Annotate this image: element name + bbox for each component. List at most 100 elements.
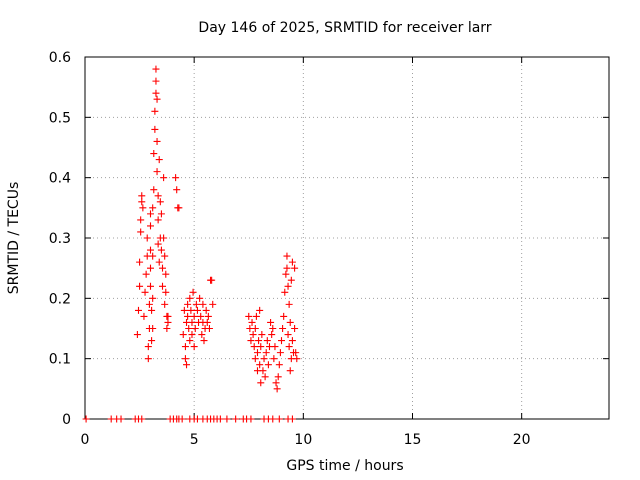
data-point [178, 415, 186, 423]
data-point [286, 367, 294, 375]
data-point [260, 355, 268, 363]
data-point [256, 306, 264, 314]
y-tick-label: 0 [62, 412, 71, 428]
y-axis-label: SRMTID / TECUs [6, 182, 22, 295]
data-point [271, 343, 279, 351]
data-point [281, 288, 289, 296]
data-point [275, 415, 283, 423]
y-tick-label: 0.2 [49, 291, 71, 307]
data-point [148, 306, 156, 314]
data-point [250, 343, 258, 351]
data-point [269, 415, 277, 423]
x-tick-label: 20 [513, 432, 531, 448]
data-point [136, 258, 144, 266]
data-point [139, 204, 147, 212]
data-point [205, 325, 213, 332]
data-point [147, 264, 154, 272]
data-point [160, 174, 168, 182]
data-point [147, 282, 154, 290]
data-point [145, 300, 153, 308]
data-point [151, 125, 159, 133]
data-point [156, 198, 164, 206]
data-point [189, 288, 197, 296]
data-point [138, 192, 146, 200]
data-point [181, 355, 189, 363]
data-point [188, 318, 196, 326]
data-point [149, 204, 157, 212]
data-point [255, 337, 263, 345]
data-point [284, 282, 292, 290]
data-point [269, 325, 277, 332]
data-point [293, 355, 301, 363]
data-point [142, 270, 150, 278]
data-point [204, 312, 212, 320]
data-point [82, 415, 90, 423]
data-point [287, 276, 295, 284]
data-point [257, 379, 265, 387]
data-point [280, 312, 288, 320]
data-point [153, 168, 161, 176]
data-point [157, 246, 165, 254]
data-point [159, 282, 167, 290]
data-point [276, 349, 284, 357]
data-point [154, 216, 162, 224]
data-point [190, 312, 198, 320]
data-point [192, 300, 200, 308]
data-point [133, 331, 141, 339]
plot-frame [84, 56, 610, 420]
ticks: 0 0.1 0.2 0.3 0.4 0.5 0.6 0 5 10 15 20 [49, 50, 609, 448]
data-point [172, 174, 180, 182]
data-point [262, 349, 270, 357]
grid [85, 57, 609, 419]
y-tick-label: 0.5 [49, 110, 71, 126]
data-point [268, 331, 276, 339]
data-point [185, 325, 193, 332]
data-point [173, 186, 181, 194]
data-point [161, 300, 169, 308]
data-point [147, 246, 154, 254]
data-point [247, 337, 255, 345]
data-point [152, 65, 160, 73]
data-point [283, 252, 291, 260]
data-point [140, 312, 148, 320]
data-point [288, 337, 296, 345]
data-point [279, 325, 287, 332]
data-point [144, 343, 152, 351]
data-point [258, 331, 266, 339]
y-tick-label: 0.4 [49, 171, 71, 187]
data-point [148, 337, 156, 345]
data-point [181, 343, 189, 351]
data-point [163, 325, 171, 332]
data-point [284, 331, 292, 339]
data-point [162, 288, 170, 296]
data-point [186, 294, 194, 302]
data-point [136, 282, 144, 290]
data-point [199, 300, 207, 308]
data-point [143, 234, 151, 242]
data-point [261, 373, 269, 381]
y-tick-label: 0.1 [49, 352, 71, 368]
data-point [232, 415, 240, 423]
data-point [292, 349, 300, 357]
x-tick-label: 15 [404, 432, 422, 448]
data-point [203, 318, 211, 326]
data-point [134, 306, 142, 314]
data-point [155, 156, 163, 164]
data-point [138, 198, 146, 206]
data-point [251, 355, 259, 363]
x-axis-label: GPS time / hours [286, 458, 403, 474]
data-point [161, 252, 169, 260]
data-point [180, 306, 188, 314]
x-tick-label: 10 [294, 432, 312, 448]
data-point [267, 318, 275, 326]
data-point [278, 337, 285, 345]
data-point [288, 258, 296, 266]
data-point [141, 288, 149, 296]
data-point [154, 240, 162, 248]
data-point [147, 210, 154, 218]
data-point [187, 306, 195, 314]
data-point [137, 228, 145, 236]
data-point [152, 77, 160, 85]
y-tick-label: 0.3 [49, 231, 71, 247]
